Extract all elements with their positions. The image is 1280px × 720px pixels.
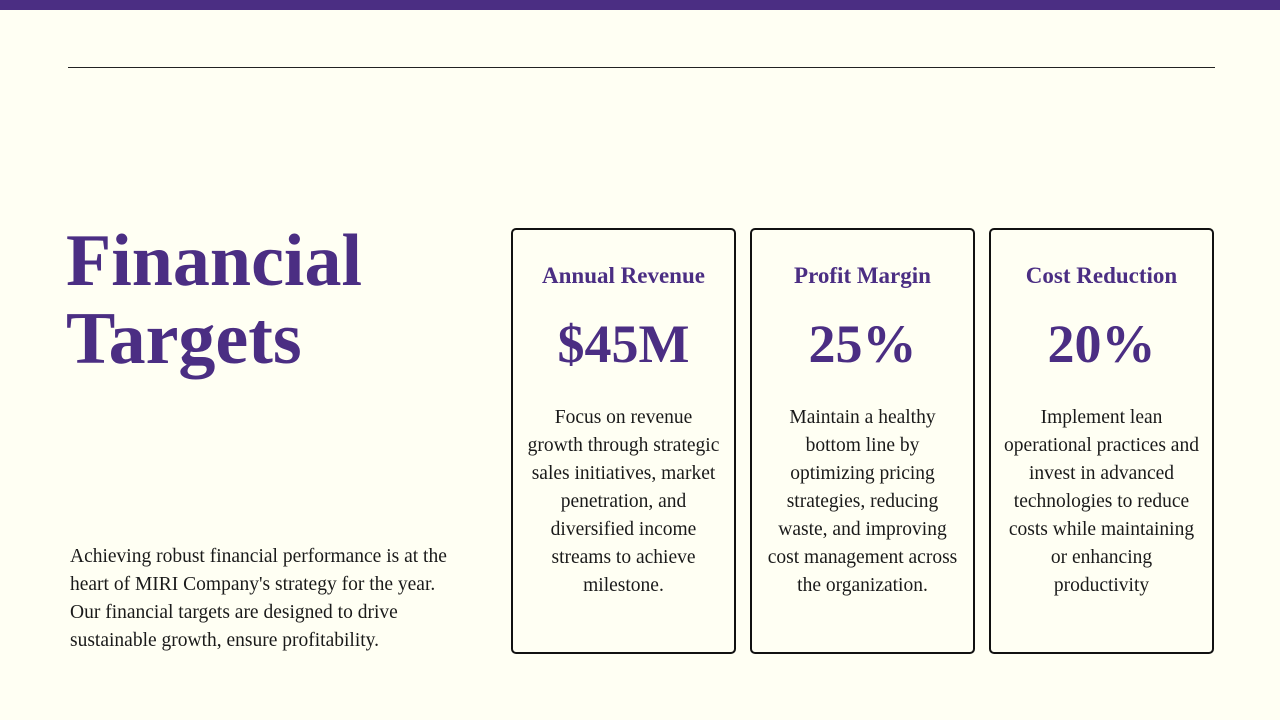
- card-heading: Profit Margin: [794, 263, 931, 288]
- intro: Achieving robust financial performance i…: [70, 546, 447, 651]
- card-description: Implement lean operational practices and…: [1004, 407, 1199, 596]
- card: Profit Margin 25% Maintain a healthy bot…: [750, 228, 975, 654]
- top-bar: [0, 0, 1280, 10]
- card-value: 20%: [1047, 314, 1156, 374]
- card-value: $45M: [557, 314, 690, 374]
- card: Annual Revenue $45M Focus on revenue gro…: [511, 228, 736, 654]
- card-description: Maintain a healthy bottom line by optimi…: [767, 407, 958, 596]
- card-value: 25%: [808, 314, 917, 374]
- card-description: Focus on revenue growth through strategi…: [527, 407, 720, 596]
- divider: [68, 67, 1215, 68]
- card-heading: Annual Revenue: [542, 263, 705, 288]
- title: Financial Targets: [66, 220, 363, 380]
- card-heading: Cost Reduction: [1025, 263, 1178, 288]
- card: Cost Reduction 20% Implement lean operat…: [989, 228, 1214, 654]
